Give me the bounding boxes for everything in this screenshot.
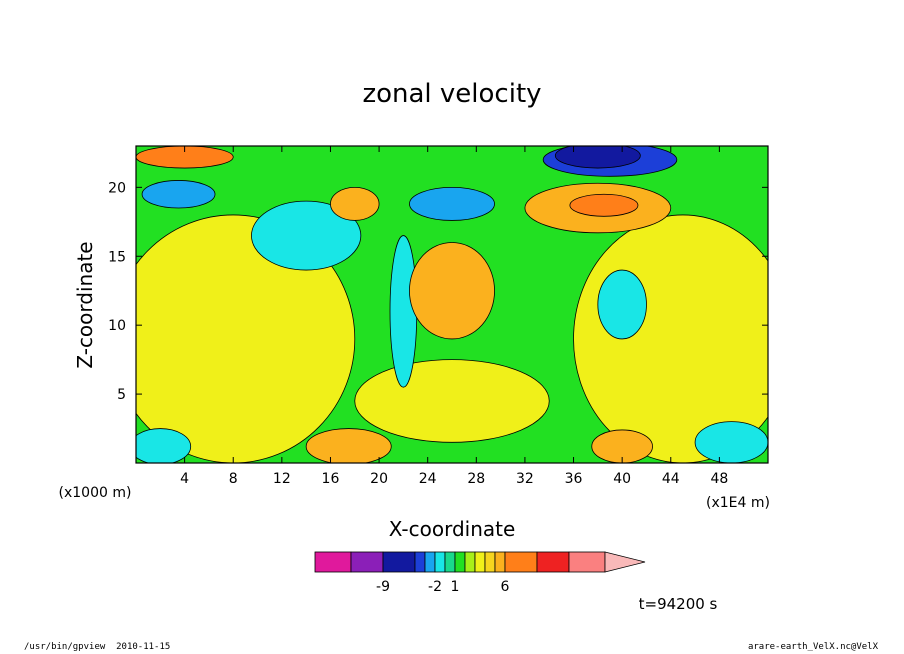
x-tick-label: 4 <box>180 471 189 487</box>
field-region <box>573 214 768 463</box>
field-region <box>330 186 380 221</box>
plot-frame <box>135 145 769 464</box>
field-region <box>389 235 418 388</box>
colorbar-arrow <box>604 551 646 573</box>
field-region <box>409 242 495 340</box>
x-tick-label: 36 <box>565 471 583 487</box>
x-axis-label: X-coordinate <box>389 517 516 541</box>
colorbar-swatch <box>454 551 466 573</box>
y-tick-label: 5 <box>117 387 126 403</box>
field-region <box>305 428 392 463</box>
field-region <box>136 146 234 169</box>
colorbar-swatch <box>494 551 506 573</box>
colorbar-tick-label: 1 <box>451 579 460 595</box>
field-regions <box>136 146 768 463</box>
colorbar-swatch <box>568 551 606 573</box>
colorbar-swatch <box>382 551 416 573</box>
field-region <box>694 421 768 463</box>
x-tick-label: 8 <box>229 471 238 487</box>
colorbar-swatch <box>444 551 456 573</box>
colorbar-tick-label: -2 <box>428 579 442 595</box>
y-axis-label: Z-coordinate <box>73 241 97 368</box>
footer-source: arare-earth_VelX.nc@VelX <box>747 642 878 652</box>
x-tick-label: 28 <box>467 471 485 487</box>
field-region <box>554 146 641 169</box>
x-unit-left: (x1000 m) <box>59 485 132 501</box>
field-region <box>591 429 653 463</box>
time-label: t=94200 s <box>639 595 718 613</box>
field-region <box>251 200 362 271</box>
x-tick-label: 48 <box>710 471 728 487</box>
x-ticks: 4 8 12 16 20 24 28 32 36 40 44 48 <box>180 146 728 487</box>
colorbar-swatch <box>314 551 352 573</box>
colorbar-swatch <box>504 551 538 573</box>
colorbar-tick-label: -9 <box>376 579 390 595</box>
field-region <box>409 186 495 221</box>
x-tick-label: 12 <box>273 471 291 487</box>
colorbar-swatch <box>464 551 476 573</box>
x-tick-label: 16 <box>322 471 340 487</box>
colorbar-swatch <box>414 551 426 573</box>
x-unit-right: (x1E4 m) <box>706 495 770 511</box>
colorbar-swatch <box>424 551 436 573</box>
x-tick-label: 32 <box>516 471 534 487</box>
footer-program: /usr/bin/gpview 2010-11-15 <box>24 642 170 652</box>
y-tick-label: 10 <box>108 318 126 334</box>
colorbar-tick-label: 6 <box>501 579 510 595</box>
field-region <box>136 428 192 463</box>
x-tick-label: 20 <box>370 471 388 487</box>
footer-path: /usr/bin/gpview <box>24 642 106 652</box>
colorbar-tick-labels: -9 -2 1 6 <box>376 579 510 595</box>
colorbar-swatch <box>474 551 486 573</box>
field-region <box>597 269 647 340</box>
colorbar-swatch <box>484 551 496 573</box>
field-region <box>569 193 639 217</box>
colorbar-swatch <box>434 551 446 573</box>
x-tick-label: 40 <box>613 471 631 487</box>
y-tick-label: 20 <box>108 180 126 196</box>
plot-area <box>136 146 768 463</box>
x-tick-label: 24 <box>419 471 437 487</box>
colorbar-swatch <box>536 551 570 573</box>
field-region <box>354 359 550 443</box>
y-ticks: 5 10 15 20 <box>108 180 768 403</box>
colorbar-swatch <box>350 551 384 573</box>
field-region <box>141 180 216 209</box>
footer-date: 2010-11-15 <box>116 642 171 652</box>
x-tick-label: 44 <box>662 471 680 487</box>
chart-title: zonal velocity <box>362 79 541 109</box>
colorbar <box>314 551 646 573</box>
y-tick-label: 15 <box>108 249 126 265</box>
